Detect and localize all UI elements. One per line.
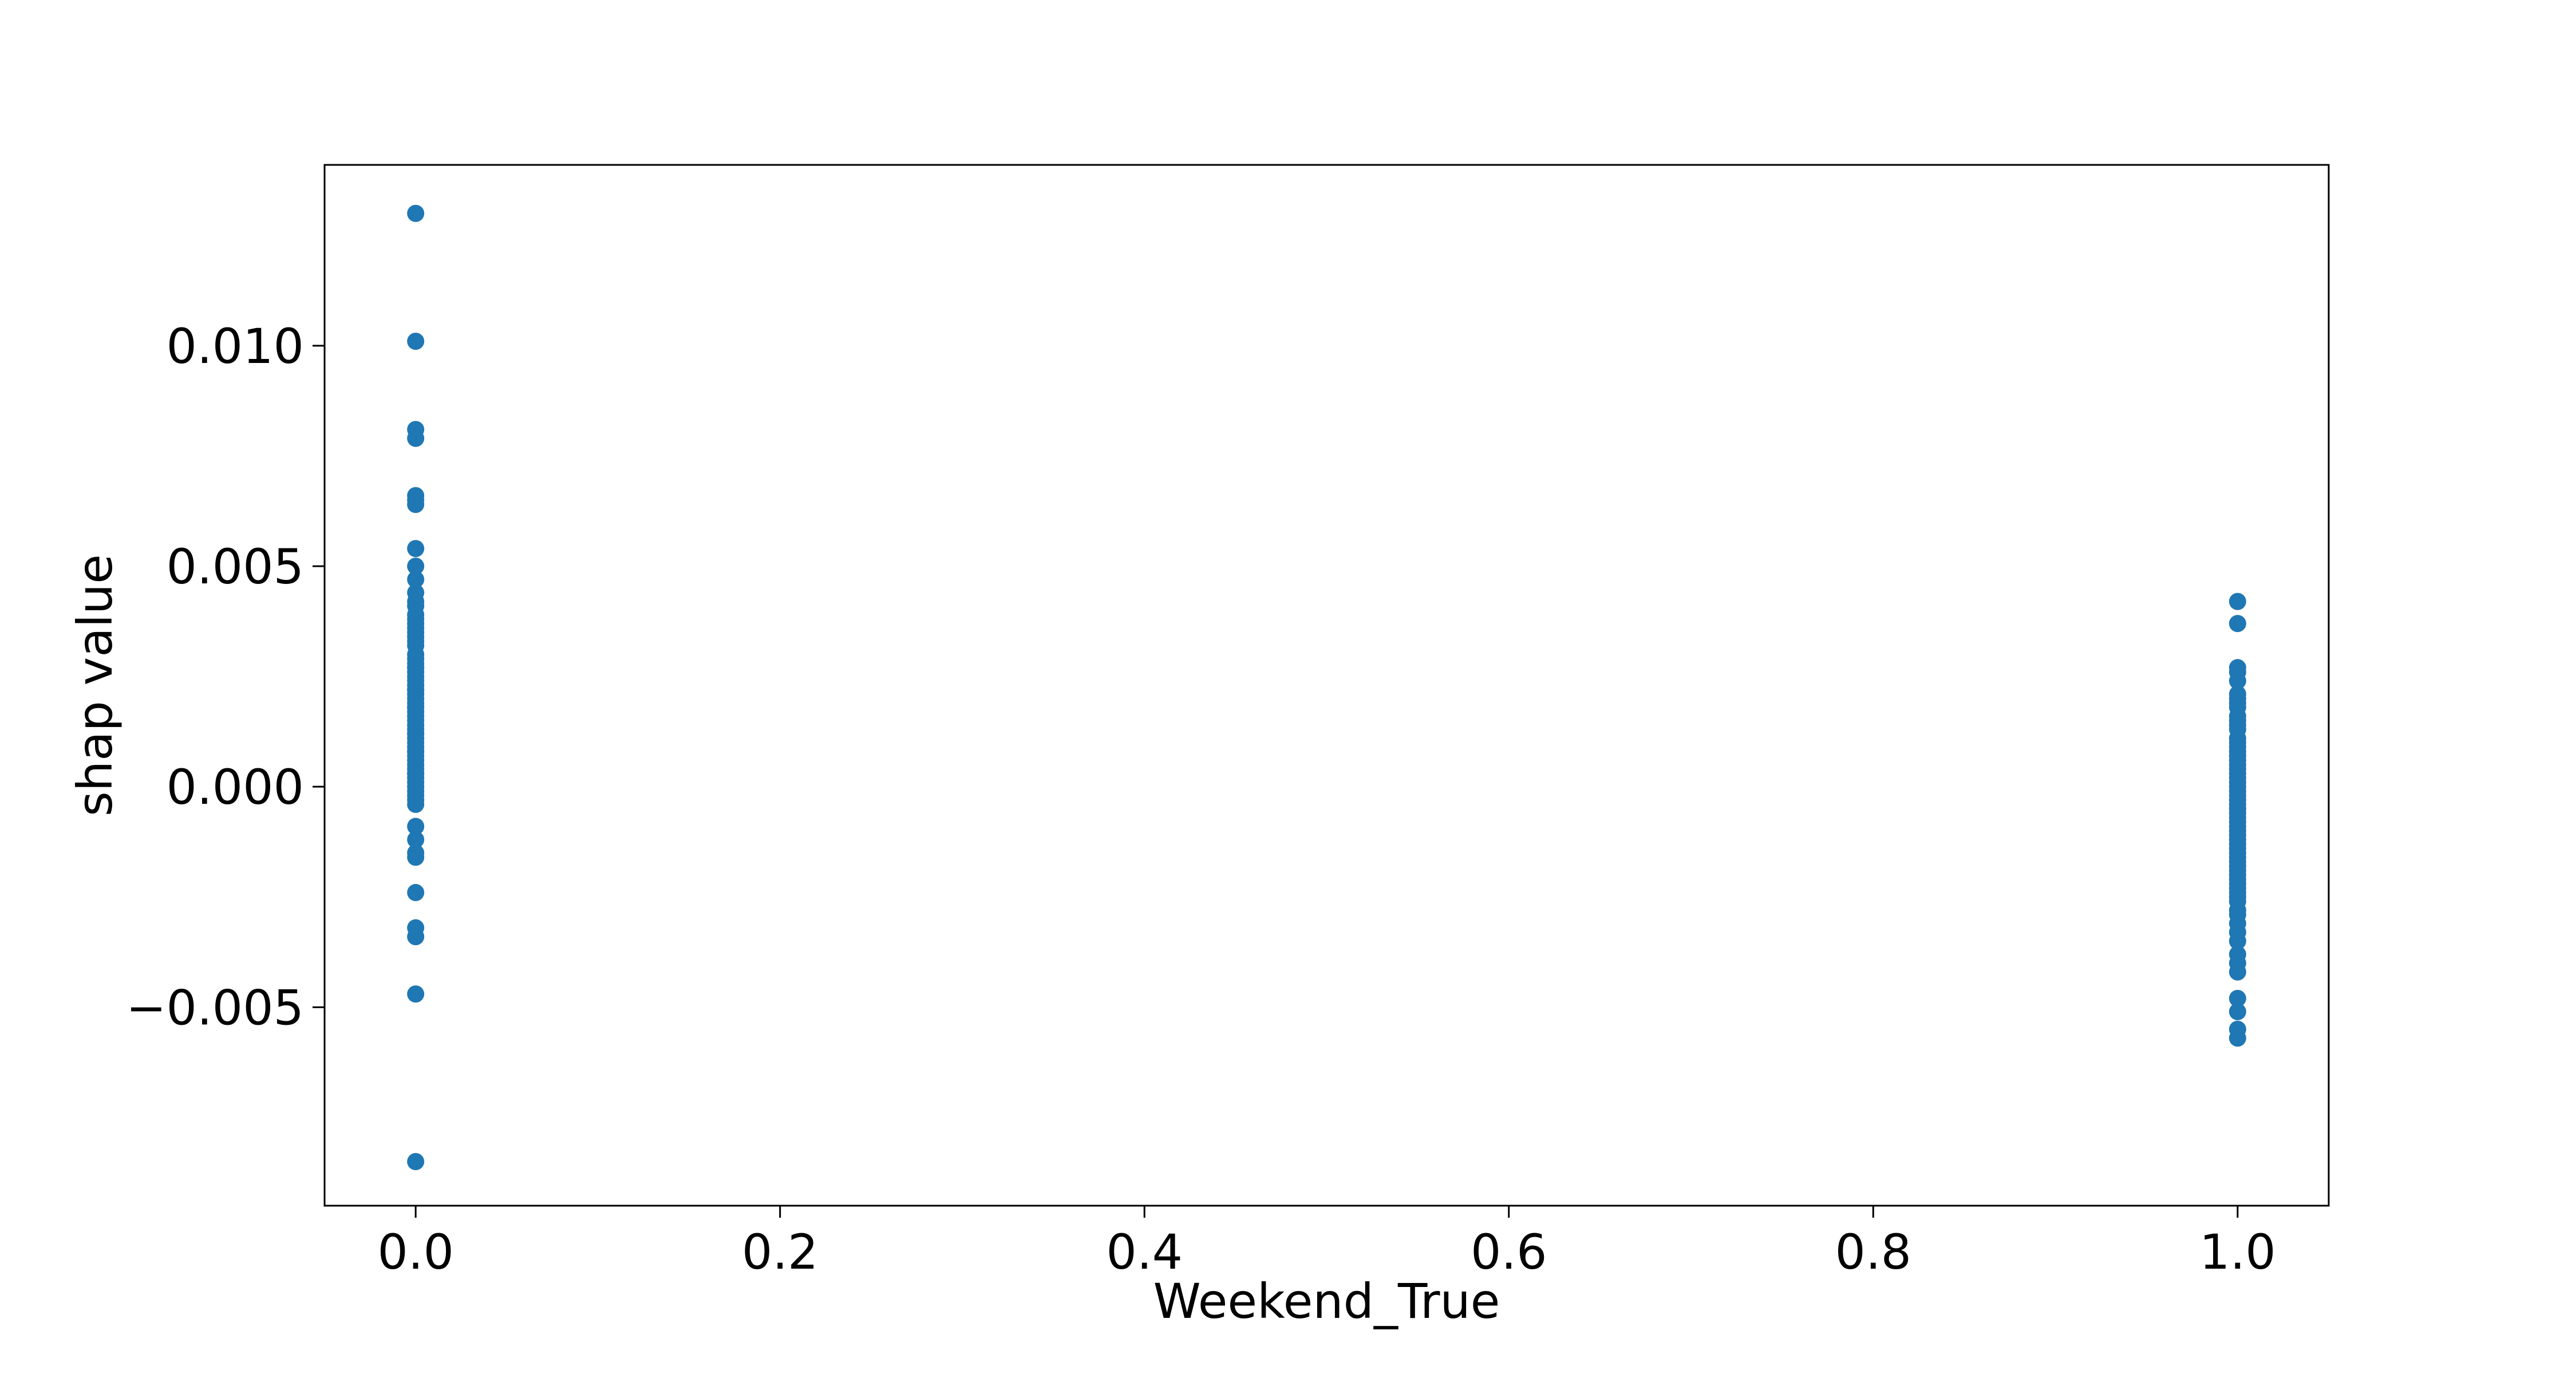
scatter-point bbox=[407, 571, 425, 589]
x-axis-label: Weekend_True bbox=[1153, 1273, 1500, 1329]
y-tick-label: 0.005 bbox=[167, 539, 304, 595]
scatter-point bbox=[2229, 989, 2246, 1007]
scatter-point bbox=[407, 1152, 425, 1170]
points-layer bbox=[407, 204, 2246, 1170]
scatter-point bbox=[407, 659, 425, 677]
scatter-point bbox=[2229, 1029, 2246, 1047]
x-tick-label: 1.0 bbox=[2199, 1224, 2276, 1280]
scatter-point bbox=[407, 698, 425, 716]
x-tick-label: 0.0 bbox=[377, 1224, 454, 1280]
scatter-point bbox=[407, 204, 425, 222]
scatter-point bbox=[2229, 963, 2246, 981]
x-tick-label: 0.8 bbox=[1835, 1224, 1912, 1280]
scatter-point bbox=[2229, 615, 2246, 633]
x-tick-label: 0.2 bbox=[742, 1224, 819, 1280]
scatter-point bbox=[407, 795, 425, 813]
scatter-point bbox=[407, 818, 425, 835]
x-tick-label: 0.4 bbox=[1106, 1224, 1183, 1280]
y-axis-ticks: −0.005 0.000 0.005 0.010 bbox=[126, 318, 325, 1036]
scatter-point bbox=[407, 681, 425, 698]
scatter-point bbox=[407, 496, 425, 514]
x-tick-label: 0.6 bbox=[1471, 1224, 1547, 1280]
y-tick-label: −0.005 bbox=[126, 980, 304, 1036]
plot-area-frame bbox=[323, 164, 2330, 1207]
scatter-point bbox=[407, 429, 425, 447]
scatter-point bbox=[407, 765, 425, 783]
scatter-point bbox=[407, 928, 425, 946]
scatter-point bbox=[2229, 800, 2246, 818]
scatter-point bbox=[407, 831, 425, 848]
scatter-point bbox=[2229, 593, 2246, 610]
scatter-point bbox=[407, 558, 425, 575]
scatter-point bbox=[407, 848, 425, 866]
scatter-point bbox=[2229, 1003, 2246, 1021]
scatter-point bbox=[407, 743, 425, 760]
scatter-point bbox=[407, 646, 425, 664]
scatter-point bbox=[2229, 932, 2246, 950]
scatter-point bbox=[407, 725, 425, 743]
x-axis-ticks: 0.0 0.2 0.4 0.6 0.8 1.0 bbox=[377, 1206, 2276, 1280]
scatter-point bbox=[407, 884, 425, 902]
y-tick-label: 0.010 bbox=[167, 318, 304, 374]
scatter-point bbox=[407, 985, 425, 1003]
scatter-point bbox=[407, 540, 425, 558]
y-axis-label: shap value bbox=[67, 554, 123, 816]
scatter-point bbox=[2229, 672, 2246, 690]
y-tick-label: 0.000 bbox=[167, 759, 304, 815]
scatter-point bbox=[407, 333, 425, 350]
